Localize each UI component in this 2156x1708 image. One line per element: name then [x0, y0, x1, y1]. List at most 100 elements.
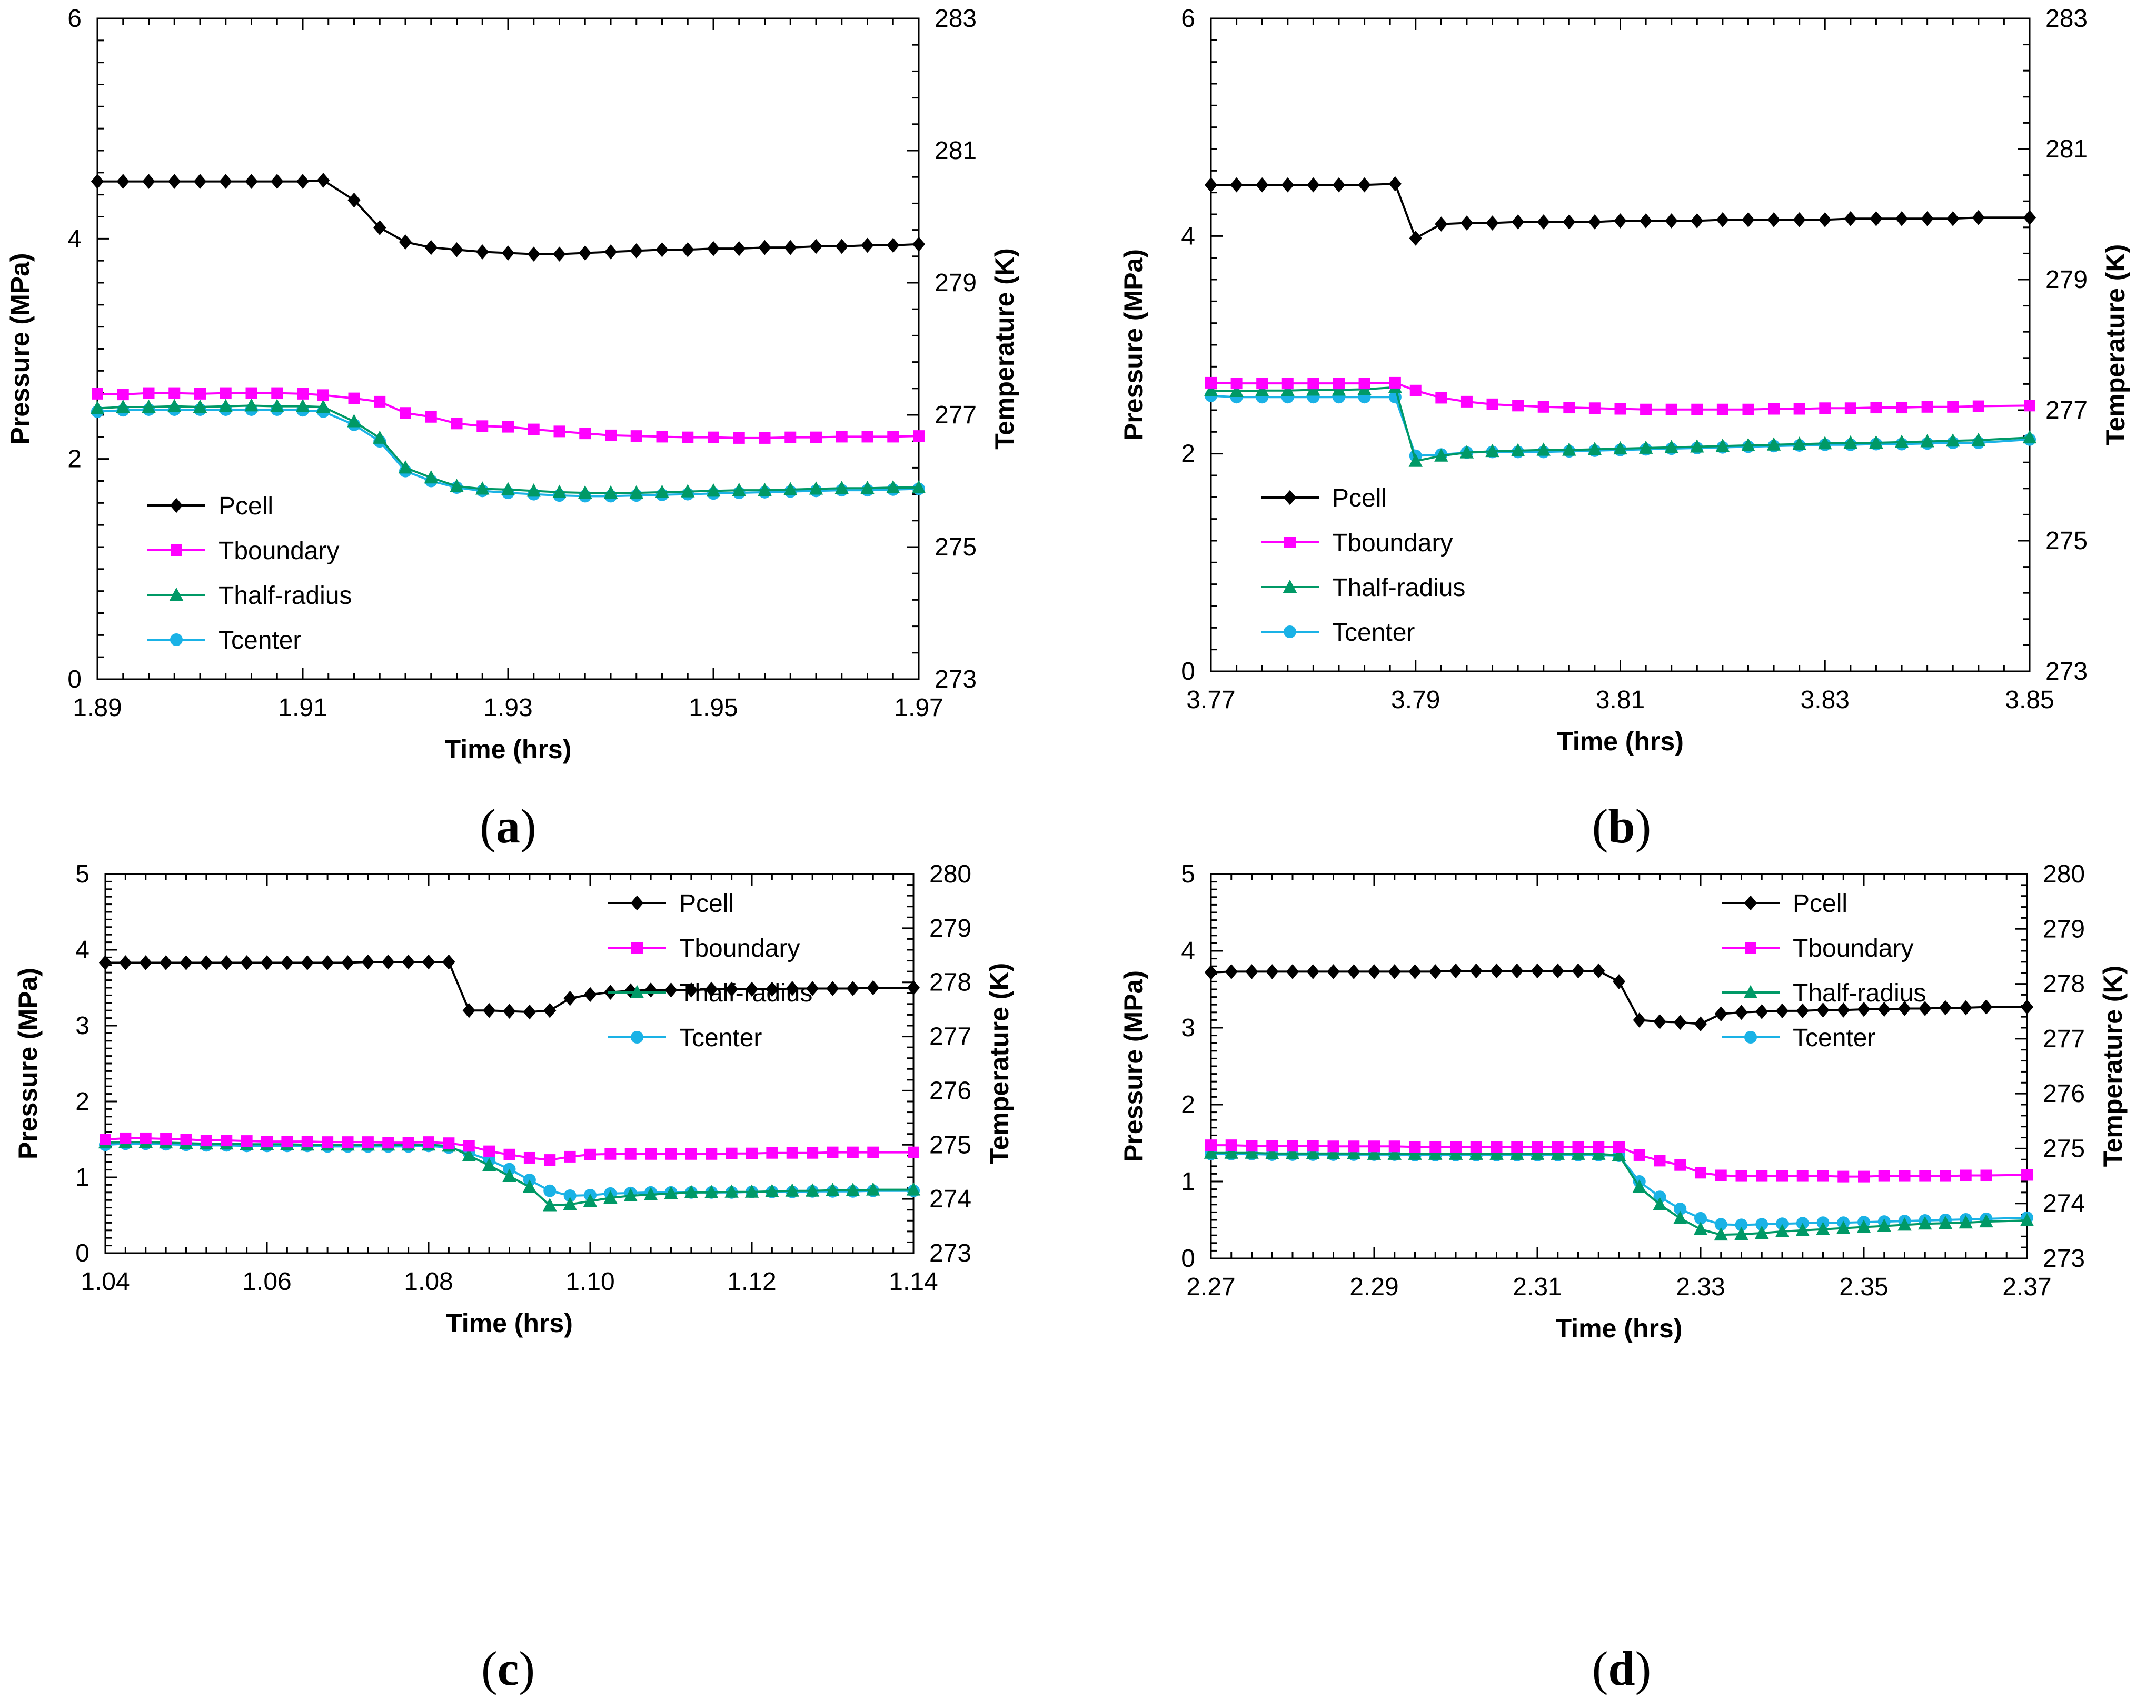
panel-a: 1.89 1.91 1.93 1.95 1.97 0 2 4 6 273 275 277 279 281 2…: [5, 5, 1019, 853]
data-point-tboundary: [544, 1154, 556, 1166]
legend-label: Thalf-radius: [1793, 979, 1926, 1007]
data-point-tboundary: [1389, 376, 1401, 389]
data-point-tboundary: [1532, 1141, 1543, 1153]
data-point-tboundary: [827, 1146, 839, 1158]
data-point-thalf-radius: [2020, 1213, 2034, 1227]
data-point-thalf-radius: [142, 399, 156, 413]
data-point-pcell: [887, 237, 900, 253]
x-tick-label: 3.79: [1391, 686, 1440, 714]
data-point-tboundary: [423, 1136, 434, 1148]
data-point-pcell: [116, 174, 130, 189]
data-point-tboundary: [317, 389, 329, 401]
data-point-pcell: [523, 1004, 536, 1020]
data-point-pcell: [1429, 964, 1442, 979]
data-point-thalf-radius: [347, 414, 361, 428]
data-point-pcell: [861, 237, 874, 253]
data-point-pcell: [1919, 1001, 1932, 1016]
data-point-pcell: [1490, 963, 1503, 979]
data-point-tboundary: [1715, 1169, 1727, 1181]
data-point-tboundary: [1640, 403, 1652, 415]
data-point-pcell: [809, 239, 823, 254]
data-point-tboundary: [1613, 1141, 1625, 1153]
data-point-pcell: [402, 954, 415, 970]
y2-tick-label: 283: [935, 5, 977, 33]
data-point-pcell: [1408, 964, 1422, 979]
data-point-thalf-radius: [684, 1185, 699, 1198]
y2-tick-label: 281: [935, 137, 977, 165]
x-tick-label: 2.33: [1676, 1273, 1725, 1301]
data-point-pcell: [98, 955, 112, 970]
data-point-pcell: [180, 955, 193, 970]
data-point-pcell: [758, 240, 771, 255]
x-axis-label: Time (hrs): [1556, 1314, 1683, 1343]
data-point-tboundary: [708, 431, 719, 443]
data-point-thalf-radius: [1489, 1146, 1504, 1160]
data-point-pcell: [1256, 177, 1269, 193]
data-point-pcell: [200, 955, 213, 970]
data-point-thalf-radius: [526, 483, 541, 497]
data-point-tboundary: [1633, 1149, 1645, 1161]
data-point-pcell: [399, 234, 412, 250]
data-point-thalf-radius: [1714, 1227, 1728, 1241]
data-point-thalf-radius: [1587, 442, 1602, 455]
data-point-tboundary: [656, 431, 668, 443]
data-point-thalf-radius: [1755, 1225, 1769, 1239]
panel-label-paren-open: (: [480, 799, 496, 853]
data-point-thalf-radius: [1959, 1215, 1973, 1229]
data-point-tboundary: [861, 431, 873, 443]
data-point-tboundary: [1246, 1140, 1258, 1152]
data-point-tcenter: [543, 1184, 557, 1197]
legend-marker-tcenter: [1744, 1031, 1757, 1044]
data-point-pcell: [1742, 212, 1755, 227]
data-point-thalf-radius: [1536, 442, 1551, 456]
data-point-thalf-radius: [744, 1184, 759, 1198]
data-point-thalf-radius: [1653, 1197, 1667, 1210]
legend-marker-tcenter: [170, 633, 183, 646]
data-point-tboundary: [140, 1132, 152, 1144]
data-point-pcell: [1665, 213, 1678, 229]
data-point-tboundary: [476, 420, 489, 432]
data-point-thalf-radius: [502, 1168, 516, 1182]
y2-tick-label: 280: [929, 860, 971, 888]
data-point-pcell: [341, 955, 354, 970]
data-point-pcell: [1388, 964, 1401, 979]
data-point-tboundary: [913, 430, 925, 442]
data-point-pcell: [373, 220, 386, 235]
data-point-tboundary: [200, 1135, 212, 1147]
series-line-thalf-radius: [105, 1141, 913, 1207]
data-point-tboundary: [168, 387, 181, 399]
data-point-pcell: [296, 174, 310, 189]
data-point-tboundary: [463, 1140, 475, 1152]
data-point-thalf-radius: [1638, 440, 1653, 454]
panel-label-letter: c: [498, 1642, 519, 1695]
legend-label: Tboundary: [1332, 529, 1453, 557]
data-point-tcenter: [1776, 1217, 1789, 1230]
data-point-tboundary: [1333, 378, 1345, 390]
data-point-pcell: [1512, 214, 1525, 230]
data-point-pcell: [1592, 963, 1605, 979]
x-tick-label: 2.37: [2002, 1273, 2051, 1301]
data-point-pcell: [1367, 964, 1381, 979]
data-point-tboundary: [1921, 401, 1933, 413]
x-tick-label: 1.14: [889, 1268, 938, 1296]
data-point-thalf-radius: [1766, 437, 1781, 451]
data-point-tboundary: [786, 1147, 798, 1159]
data-point-thalf-radius: [834, 481, 849, 494]
data-point-tboundary: [1563, 402, 1575, 414]
data-point-tcenter: [1714, 1218, 1727, 1231]
data-point-pcell: [483, 1002, 496, 1018]
data-point-tboundary: [271, 387, 283, 399]
data-point-tboundary: [1695, 1167, 1706, 1179]
data-point-pcell: [1793, 212, 1806, 227]
data-point-pcell: [1245, 964, 1258, 979]
data-point-thalf-radius: [373, 430, 387, 444]
data-point-tboundary: [2021, 1169, 2033, 1181]
y-tick-label: 4: [1181, 937, 1195, 965]
data-point-thalf-radius: [1485, 443, 1499, 458]
data-point-tboundary: [1654, 1155, 1666, 1167]
data-point-thalf-radius: [1428, 1146, 1443, 1160]
x-tick-label: 2.31: [1513, 1273, 1562, 1301]
data-point-thalf-radius: [1347, 1146, 1361, 1159]
legend-marker-thalf-radius: [1743, 985, 1758, 998]
y-tick-label: 1: [75, 1164, 90, 1191]
